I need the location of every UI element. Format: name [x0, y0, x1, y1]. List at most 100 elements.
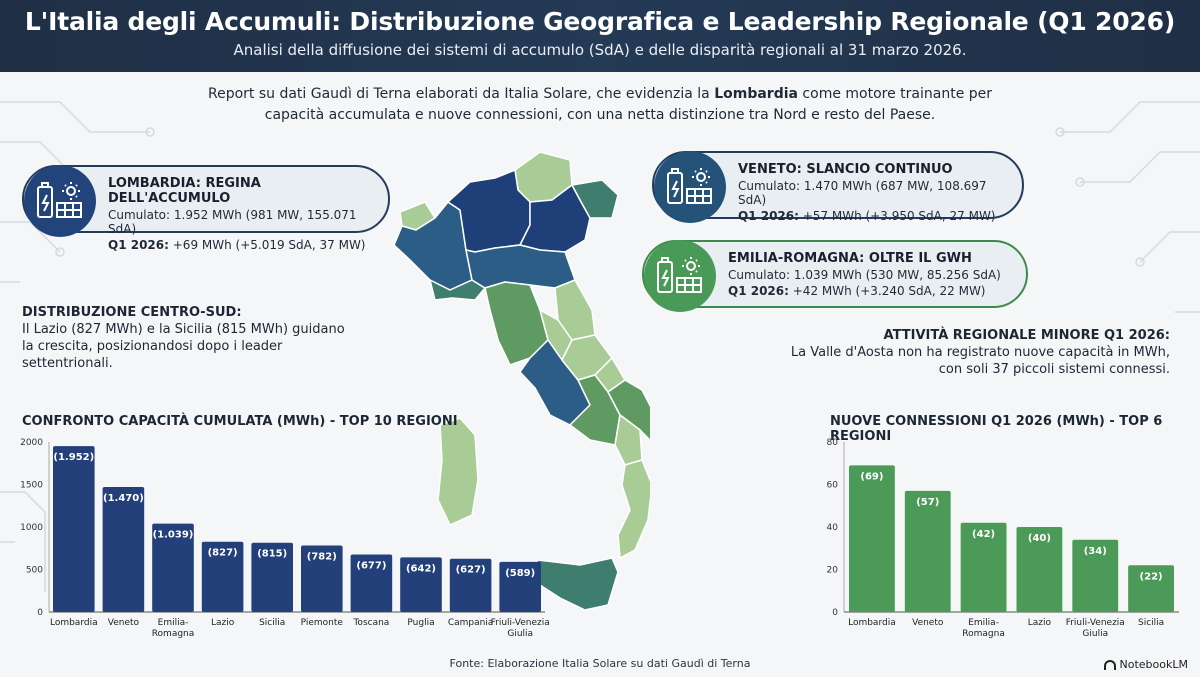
bar-value-label: (22) — [1140, 571, 1163, 582]
y-tick-label: 60 — [827, 481, 839, 491]
bar-value-label: (627) — [456, 565, 486, 576]
callout-q1-label: Q1 2026: — [738, 209, 799, 223]
x-tick-label: Friuli-Venezia Giulia — [491, 618, 550, 639]
callout-lombardia: LOMBARDIA: REGINA DELL'ACCUMULO Cumulato… — [22, 165, 390, 252]
bar-value-label: (42) — [972, 529, 995, 540]
bar — [350, 554, 393, 612]
y-tick-label: 500 — [26, 566, 43, 576]
bar — [400, 557, 442, 612]
x-tick-label: Friuli-Venezia Giulia — [1066, 618, 1125, 639]
page-subtitle: Analisi della diffusione dei sistemi di … — [233, 41, 967, 59]
x-tick-label: Veneto — [912, 618, 944, 628]
bar-value-label: (1.470) — [103, 493, 144, 504]
callout-title: EMILIA-ROMAGNA: OLTRE IL GWH — [728, 251, 972, 266]
bar-value-label: (69) — [860, 471, 883, 482]
bar-value-label: (34) — [1084, 546, 1107, 557]
x-tick-label: Campania — [448, 618, 494, 628]
y-tick-label: 80 — [827, 438, 839, 448]
bar — [152, 523, 194, 612]
callout-emilia-romagna: EMILIA-ROMAGNA: OLTRE IL GWH Cumulato: 1… — [642, 240, 1028, 312]
note-text: Il Lazio (827 MWh) e la Sicilia (815 MWh… — [22, 322, 345, 371]
note-valle-aosta: ATTIVITÀ REGIONALE MINORE Q1 2026: La Va… — [770, 327, 1170, 378]
bar-value-label: (1.039) — [153, 530, 194, 541]
callout-q1: Q1 2026: +69 MWh (+5.019 SdA, 37 MW) — [108, 238, 378, 252]
x-tick-label: Emilia-Romagna — [152, 618, 195, 639]
bar — [449, 558, 492, 612]
bar-value-label: (782) — [307, 552, 337, 563]
x-tick-label: Veneto — [108, 618, 140, 628]
x-tick-label: Lombardia — [848, 618, 896, 628]
x-tick-label: Toscana — [352, 618, 389, 628]
x-tick-label: Lazio — [211, 618, 235, 628]
bar — [201, 541, 244, 612]
bar — [904, 490, 951, 612]
bar — [1016, 527, 1063, 612]
battery-solar-icon — [24, 165, 96, 237]
notebooklm-logo-icon — [1103, 659, 1116, 670]
region-veneto — [519, 184, 591, 253]
bar-value-label: (677) — [356, 560, 386, 571]
bar — [251, 542, 293, 612]
bar-value-label: (57) — [916, 497, 939, 508]
x-tick-label: Piemonte — [301, 618, 344, 628]
chart-title-nuove: NUOVE CONNESSIONI Q1 2026 (MWh) - TOP 6 … — [830, 414, 1163, 444]
battery-solar-icon — [644, 240, 716, 312]
bar — [1072, 539, 1119, 612]
region-emilia-romagna — [465, 244, 576, 289]
callout-q1-value: +57 MWh (+3.950 SdA, 27 MW) — [798, 209, 996, 223]
callout-q1-value: +69 MWh (+5.019 SdA, 37 MW) — [168, 238, 366, 252]
region-liguria — [429, 279, 486, 301]
note-title: ATTIVITÀ REGIONALE MINORE Q1 2026: — [883, 328, 1170, 343]
footer-source: Fonte: Elaborazione Italia Solare su dat… — [449, 657, 751, 670]
note-centro-sud: DISTRIBUZIONE CENTRO-SUD: Il Lazio (827 … — [22, 304, 352, 372]
y-tick-label: 20 — [827, 566, 839, 576]
bar-value-label: (40) — [1028, 533, 1051, 544]
bar — [53, 446, 95, 612]
header: L'Italia degli Accumuli: Distribuzione G… — [0, 0, 1200, 72]
callout-q1-label: Q1 2026: — [728, 284, 789, 298]
intro-highlight: Lombardia — [714, 86, 798, 102]
callout-q1-value: +42 MWh (+3.240 SdA, 22 MW) — [788, 284, 986, 298]
brand-name: NotebookLM — [1119, 658, 1188, 671]
intro-part-2: come motore trainante per capacità accum… — [264, 86, 993, 123]
battery-solar-icon — [654, 151, 726, 223]
brand: NotebookLM — [1103, 658, 1188, 671]
callout-cumulato: Cumulato: 1.952 MWh (981 MW, 155.071 SdA… — [108, 208, 357, 236]
bar-value-label: (1.952) — [53, 452, 94, 463]
bar-value-label: (815) — [257, 549, 287, 560]
note-text: La Valle d'Aosta non ha registrato nuove… — [790, 345, 1170, 377]
intro-text: Report su dati Gaudì di Terna elaborati … — [190, 84, 1010, 126]
bar-value-label: (642) — [406, 563, 436, 574]
x-tick-label: Emilia-Romagna — [962, 618, 1005, 639]
page-title: L'Italia degli Accumuli: Distribuzione G… — [24, 7, 1176, 36]
y-tick-label: 2000 — [20, 438, 43, 448]
x-tick-label: Lombardia — [50, 618, 98, 628]
bar — [849, 465, 895, 612]
x-tick-label: Lazio — [1028, 618, 1052, 628]
y-tick-label: 1500 — [20, 481, 43, 491]
chart-title-cumulata: CONFRONTO CAPACITÀ CUMULATA (MWh) - TOP … — [22, 414, 458, 429]
bar — [960, 522, 1007, 612]
callout-q1: Q1 2026: +57 MWh (+3.950 SdA, 27 MW) — [738, 209, 1012, 223]
region-sardegna — [437, 417, 479, 526]
chart-nuove-connessioni: 0 20 40 60 80 (69) Lombardia (57) Veneto (42) Emil… — [827, 438, 1179, 639]
bar — [301, 545, 343, 612]
bar — [102, 487, 145, 612]
y-tick-label: 40 — [827, 523, 839, 533]
callout-veneto: VENETO: SLANCIO CONTINUO Cumulato: 1.470… — [652, 151, 1024, 223]
x-tick-label: Puglia — [407, 618, 434, 628]
italy-map — [393, 151, 650, 611]
callout-cumulato: Cumulato: 1.470 MWh (687 MW, 108.697 SdA… — [738, 179, 987, 207]
region-friuli — [571, 179, 619, 219]
callout-title: VENETO: SLANCIO CONTINUO — [738, 162, 953, 177]
callout-title: LOMBARDIA: REGINA DELL'ACCUMULO — [108, 176, 261, 206]
callout-q1: Q1 2026: +42 MWh (+3.240 SdA, 22 MW) — [728, 284, 1016, 298]
note-title: DISTRIBUZIONE CENTRO-SUD: — [22, 305, 242, 320]
x-tick-label: Sicilia — [1138, 618, 1164, 628]
intro-part-1: Report su dati Gaudì di Terna elaborati … — [207, 86, 715, 102]
y-tick-label: 1000 — [20, 523, 43, 533]
callout-q1-label: Q1 2026: — [108, 238, 169, 252]
bar-value-label: (589) — [505, 568, 535, 579]
y-tick-label: 0 — [37, 608, 43, 618]
bar — [499, 561, 541, 612]
